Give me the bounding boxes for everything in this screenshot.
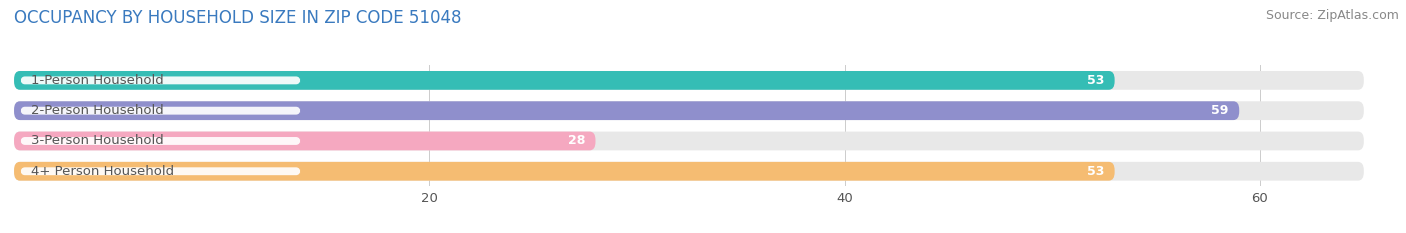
- Text: Source: ZipAtlas.com: Source: ZipAtlas.com: [1265, 9, 1399, 22]
- FancyBboxPatch shape: [14, 162, 1115, 181]
- FancyBboxPatch shape: [20, 137, 301, 145]
- FancyBboxPatch shape: [14, 101, 1364, 120]
- FancyBboxPatch shape: [20, 107, 301, 115]
- FancyBboxPatch shape: [14, 162, 1364, 181]
- Text: 1-Person Household: 1-Person Household: [31, 74, 163, 87]
- FancyBboxPatch shape: [20, 167, 301, 175]
- Text: OCCUPANCY BY HOUSEHOLD SIZE IN ZIP CODE 51048: OCCUPANCY BY HOUSEHOLD SIZE IN ZIP CODE …: [14, 9, 461, 27]
- FancyBboxPatch shape: [14, 71, 1364, 90]
- Text: 59: 59: [1212, 104, 1229, 117]
- Text: 53: 53: [1087, 165, 1104, 178]
- FancyBboxPatch shape: [14, 71, 1115, 90]
- FancyBboxPatch shape: [14, 132, 596, 150]
- FancyBboxPatch shape: [20, 76, 301, 84]
- Text: 2-Person Household: 2-Person Household: [31, 104, 163, 117]
- FancyBboxPatch shape: [14, 132, 1364, 150]
- Text: 28: 28: [568, 134, 585, 147]
- Text: 3-Person Household: 3-Person Household: [31, 134, 163, 147]
- Text: 53: 53: [1087, 74, 1104, 87]
- FancyBboxPatch shape: [14, 101, 1239, 120]
- Text: 4+ Person Household: 4+ Person Household: [31, 165, 174, 178]
